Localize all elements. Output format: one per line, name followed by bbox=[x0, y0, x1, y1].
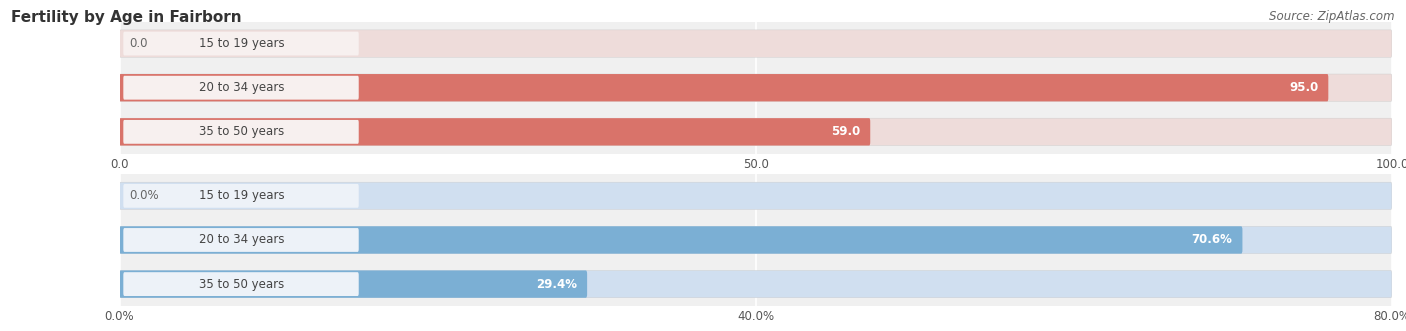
Text: 70.6%: 70.6% bbox=[1191, 233, 1232, 247]
Text: 20 to 34 years: 20 to 34 years bbox=[200, 81, 284, 94]
FancyBboxPatch shape bbox=[120, 270, 1392, 298]
FancyBboxPatch shape bbox=[124, 184, 359, 208]
Text: Source: ZipAtlas.com: Source: ZipAtlas.com bbox=[1270, 10, 1395, 23]
FancyBboxPatch shape bbox=[124, 228, 359, 252]
Text: 95.0: 95.0 bbox=[1289, 81, 1319, 94]
FancyBboxPatch shape bbox=[120, 182, 1392, 210]
FancyBboxPatch shape bbox=[120, 270, 588, 298]
Text: 0.0: 0.0 bbox=[129, 37, 148, 50]
Text: 35 to 50 years: 35 to 50 years bbox=[200, 278, 284, 291]
FancyBboxPatch shape bbox=[120, 226, 1392, 254]
FancyBboxPatch shape bbox=[124, 272, 359, 296]
Text: 35 to 50 years: 35 to 50 years bbox=[200, 125, 284, 138]
FancyBboxPatch shape bbox=[120, 226, 1243, 254]
Text: 0.0%: 0.0% bbox=[129, 189, 159, 202]
FancyBboxPatch shape bbox=[120, 74, 1392, 101]
FancyBboxPatch shape bbox=[124, 120, 359, 144]
FancyBboxPatch shape bbox=[120, 118, 870, 146]
Text: 15 to 19 years: 15 to 19 years bbox=[200, 37, 285, 50]
FancyBboxPatch shape bbox=[120, 30, 1392, 57]
Text: 59.0: 59.0 bbox=[831, 125, 860, 138]
FancyBboxPatch shape bbox=[120, 118, 1392, 146]
Text: 29.4%: 29.4% bbox=[536, 278, 576, 291]
FancyBboxPatch shape bbox=[124, 76, 359, 100]
Text: Fertility by Age in Fairborn: Fertility by Age in Fairborn bbox=[11, 10, 242, 25]
Text: 15 to 19 years: 15 to 19 years bbox=[200, 189, 285, 202]
FancyBboxPatch shape bbox=[120, 74, 1329, 101]
FancyBboxPatch shape bbox=[124, 32, 359, 56]
Text: 20 to 34 years: 20 to 34 years bbox=[200, 233, 284, 247]
